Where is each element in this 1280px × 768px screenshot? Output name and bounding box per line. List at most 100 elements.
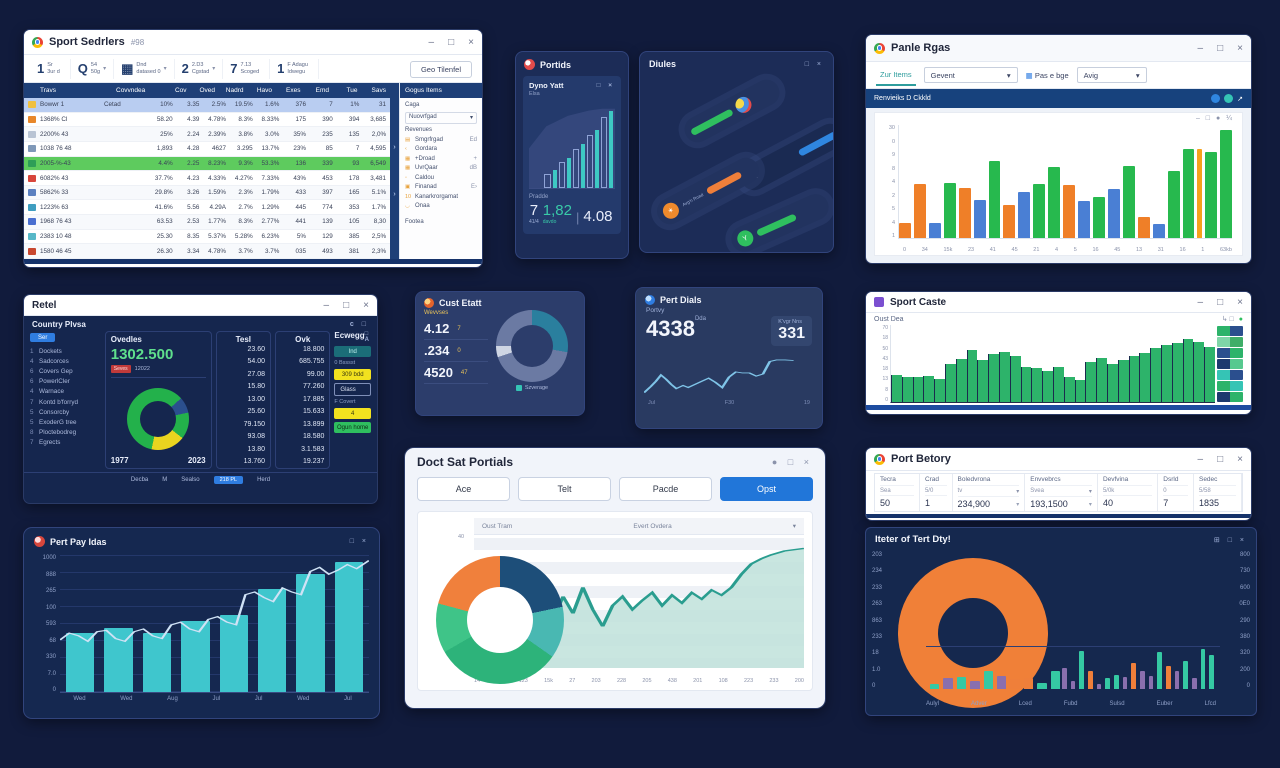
category-item[interactable]: 8 Ploctebodreg [30, 428, 101, 438]
count-button[interactable]: 4 [334, 408, 371, 419]
category-item[interactable]: 7 Kontd b'forryd [30, 397, 101, 407]
table-column[interactable]: Boledvrona tv ▾ 234,900 ▾ [953, 474, 1026, 511]
panel-window-icons[interactable]: □ × [349, 538, 369, 545]
maximize-button[interactable]: □ [448, 36, 455, 48]
col-header[interactable]: Travs [40, 87, 57, 94]
gauge-4[interactable]: Y [727, 189, 833, 252]
collapse-strip[interactable]: › › [390, 83, 399, 259]
sidebar-field-item[interactable]: ◦ Caldou [405, 175, 477, 181]
close-button[interactable]: × [1237, 453, 1243, 465]
tab[interactable]: Pacde [619, 477, 712, 501]
category-item[interactable]: 7 Egrects [30, 438, 101, 448]
thumbnail[interactable] [1217, 348, 1243, 358]
toolbar-item[interactable]: Q 54 50g ▾ [71, 58, 115, 79]
table-row[interactable]: 2383 10 48 25.30 8.35 5.37% 5.28% 6.23% … [24, 229, 390, 245]
sidebar-field-item[interactable]: 10 Kanarkrorgamat [405, 194, 477, 200]
thumbnail[interactable] [1217, 337, 1243, 347]
go-home-button[interactable]: Ogun home [334, 422, 371, 433]
sidebar-field-item[interactable]: ‹ Gordara [405, 146, 477, 152]
category-item[interactable]: 5 ExoderG tree [30, 417, 101, 427]
category-item[interactable]: 1 Dockets [30, 346, 101, 356]
chart-toolbar-icons[interactable]: – □ ● ¼ [1195, 115, 1234, 122]
table-column[interactable]: Tecra Sea 50 [875, 474, 920, 511]
titlebar[interactable]: Panle Rgas – □ × [866, 35, 1251, 62]
gauge-2[interactable]: 747 [736, 119, 833, 195]
thumbnail[interactable] [1217, 370, 1243, 380]
minimize-button[interactable]: – [1197, 453, 1204, 465]
table-column[interactable]: Dsrld 0 7 [1158, 474, 1194, 511]
toolbar-item[interactable]: 1 Sr 3ur d [30, 58, 71, 79]
table-row[interactable]: 1038 76 48 1,893 4.28 4627 3.295 13.7% 2… [24, 141, 390, 157]
table-column[interactable]: Sedec 5/58 1835 [1194, 474, 1242, 511]
col-header[interactable]: Covvndea [116, 87, 146, 94]
tab-zur-items[interactable]: Zur Items [876, 65, 916, 86]
gauge-1[interactable] [679, 75, 785, 147]
category-item[interactable]: 5 Consorcby [30, 407, 101, 417]
minimize-button[interactable]: – [1197, 42, 1204, 54]
status-item[interactable]: Decba [130, 477, 149, 483]
sidebar-field-item[interactable]: ▦ +Droad + [405, 156, 477, 162]
chevron-right-icon[interactable]: › [393, 144, 396, 151]
ind-button[interactable]: Ind [334, 346, 371, 357]
table-column[interactable]: Crad 5/0 1 [920, 474, 953, 511]
thumbnail[interactable] [1217, 359, 1243, 369]
toolbar-page-button[interactable]: ▦ Pas e bge [1025, 70, 1069, 80]
col-header[interactable]: Havo [256, 87, 272, 94]
close-button[interactable]: × [1237, 42, 1243, 54]
maximize-button[interactable]: □ [1217, 453, 1224, 465]
category-item[interactable]: 6 PowerlCler [30, 377, 101, 387]
info-icon[interactable] [1211, 94, 1221, 103]
table-row[interactable]: 1580 46 45 26.30 3.34 4.78% 3.7% 3.7% 03… [24, 244, 390, 260]
toolbar-item[interactable]: 7 7.13 Scoged [223, 58, 271, 79]
table-row[interactable]: 1368% Cl 58.20 4.39 4.78% 8.3% 8.33% 175… [24, 112, 390, 128]
table-column[interactable]: Devfvina 5/0k 40 [1098, 474, 1159, 511]
sidebar-field-item[interactable]: ▣ Finanad E› [405, 184, 477, 190]
status-item[interactable]: Sealso [181, 477, 200, 483]
gauge-3[interactable]: ✶ Avg'n Road [652, 153, 764, 229]
sidebar-field-item[interactable]: ▦ UvrQaar dB [405, 165, 477, 171]
sidebar-field-item[interactable]: ▤ Smgrfrgad Ed [405, 137, 477, 143]
refresh-icon[interactable] [1224, 94, 1234, 103]
titlebar[interactable]: Retel – □ × [24, 295, 377, 316]
section-icons[interactable]: c □ [349, 321, 369, 328]
panel-window-icons[interactable]: ⊞ □ × [1213, 536, 1247, 544]
category-item[interactable]: 6 Covers Gep [30, 366, 101, 376]
maximize-button[interactable]: □ [1217, 296, 1224, 308]
close-button[interactable]: × [1237, 296, 1243, 308]
geo-filter-button[interactable]: Geo Tilenfel [409, 61, 472, 78]
window-icons[interactable]: ● □ × [771, 457, 813, 467]
thumbnail[interactable] [1217, 381, 1243, 391]
status-pill[interactable]: 218 PL [213, 476, 244, 484]
table-row[interactable]: Bowwr 1 Cetad 10% 3.35 2.5% 19.5% 1.6% 3… [24, 98, 390, 113]
table-row[interactable]: 5862% 33 29.8% 3.26 1.59% 2.3% 1.79% 433… [24, 185, 390, 201]
panel-window-icons[interactable]: □ × [804, 60, 824, 68]
titlebar[interactable]: Sport Caste – □ × [866, 292, 1251, 313]
table-row[interactable]: 1223% 63 41.6% 5.56 4.29A 2.7% 1.29% 445… [24, 200, 390, 216]
col-header[interactable]: Exes [286, 87, 301, 94]
tab[interactable]: Opst [720, 477, 813, 501]
status-item[interactable]: Herd [257, 477, 271, 483]
expand-icon[interactable]: ↗ [1237, 95, 1243, 103]
toolbar-item[interactable]: ▦ Dnd datased 0 ▾ [114, 58, 175, 79]
category-item[interactable]: 4 Sadcorces [30, 356, 101, 366]
table-row[interactable]: 2200% 43 25% 2.24 2.39% 3.8% 3.0% 35% 23… [24, 127, 390, 142]
table-column[interactable]: Envvebrcs Svea ▾ 193,1500 ▾ [1025, 474, 1098, 511]
card-window-icons[interactable]: □ × [596, 82, 615, 89]
col-header[interactable]: Cov [174, 87, 187, 94]
col-header[interactable]: Tue [346, 87, 358, 94]
col-header[interactable]: Oved [199, 87, 215, 94]
minimize-button[interactable]: – [323, 299, 330, 311]
col-header[interactable]: Savs [371, 87, 386, 94]
maximize-button[interactable]: □ [1217, 42, 1224, 54]
dropdown-avig[interactable]: Avig ▾ [1076, 67, 1147, 83]
table-row[interactable]: 2005-%-43 4.4% 2.25 8.23% 9.3% 53.3% 136… [24, 156, 390, 172]
titlebar[interactable]: Sport Sedrlers #98 – □ × [24, 30, 482, 55]
minimize-button[interactable]: – [1197, 296, 1204, 308]
field-dropdown[interactable]: Nuovrfgad ▾ [405, 111, 477, 124]
category-item[interactable]: 4 Warnace [30, 387, 101, 397]
col-header[interactable]: Emd [315, 87, 329, 94]
thumbnail[interactable] [1217, 326, 1243, 336]
thumbnail[interactable] [1217, 392, 1243, 403]
ser-chip[interactable]: Ser [30, 333, 56, 342]
maximize-button[interactable]: □ [343, 299, 350, 311]
